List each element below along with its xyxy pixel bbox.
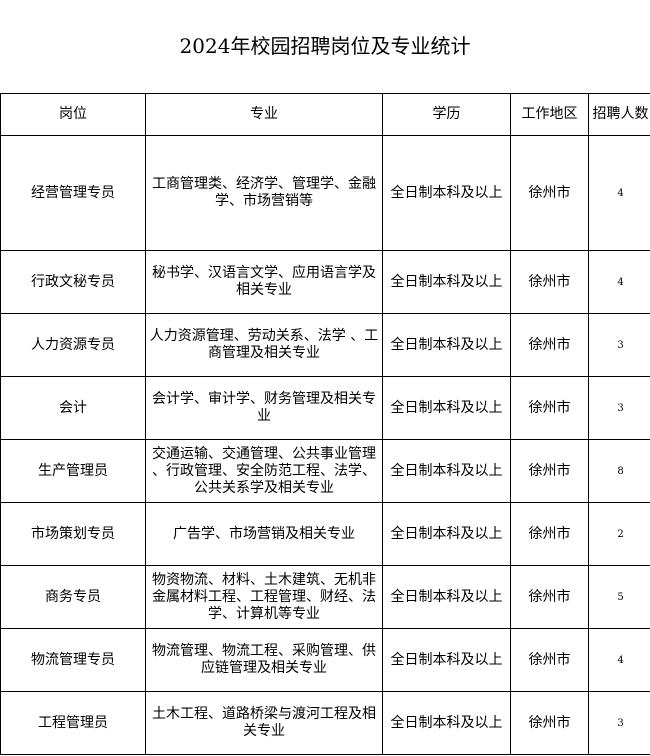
major-cell: 秘书学、汉语言文学、应用语言学及 相关专业 — [145, 250, 383, 314]
major-cell: 工商管理类、经济学、管理学、金融 学、市场营销等 — [145, 135, 383, 251]
location-cell: 徐州市 — [510, 628, 589, 692]
major-cell: 物资物流、材料、土木建筑、无机非 金属材料工程、工程管理、财经、法 学、计算机等… — [145, 565, 383, 629]
location-cell: 徐州市 — [510, 250, 589, 314]
count-cell: 3 — [588, 691, 650, 755]
position-cell: 行政文秘专员 — [0, 250, 146, 314]
education-cell: 全日制本科及以上 — [382, 250, 511, 314]
table-row: 工程管理员 土木工程、道路桥梁与渡河工程及相 关专业 全日制本科及以上 徐州市 3 — [0, 691, 650, 755]
table-row: 行政文秘专员 秘书学、汉语言文学、应用语言学及 相关专业 全日制本科及以上 徐州市 4 — [0, 250, 650, 314]
header-education: 学历 — [382, 93, 511, 136]
education-cell: 全日制本科及以上 — [382, 313, 511, 377]
position-cell: 工程管理员 — [0, 691, 146, 755]
position-cell: 人力资源专员 — [0, 313, 146, 377]
count-cell: 4 — [588, 135, 650, 251]
table-row: 商务专员 物资物流、材料、土木建筑、无机非 金属材料工程、工程管理、财经、法 学、… — [0, 565, 650, 629]
position-cell: 生产管理员 — [0, 439, 146, 503]
major-cell: 人力资源管理、劳动关系、法学 、工 商管理及相关专业 — [145, 313, 383, 377]
major-cell: 广告学、市场营销及相关专业 — [145, 502, 383, 566]
major-cell: 土木工程、道路桥梁与渡河工程及相 关专业 — [145, 691, 383, 755]
table-row: 物流管理专员 物流管理、物流工程、采购管理、供 应链管理及相关专业 全日制本科及以上… — [0, 628, 650, 692]
position-cell: 商务专员 — [0, 565, 146, 629]
table-row: 人力资源专员 人力资源管理、劳动关系、法学 、工 商管理及相关专业 全日制本科及以上… — [0, 313, 650, 377]
count-cell: 3 — [588, 376, 650, 440]
count-cell: 8 — [588, 439, 650, 503]
education-cell: 全日制本科及以上 — [382, 628, 511, 692]
location-cell: 徐州市 — [510, 439, 589, 503]
major-cell: 会计学、审计学、财务管理及相关专 业 — [145, 376, 383, 440]
page-title: 2024年校园招聘岗位及专业统计 — [179, 34, 471, 58]
major-cell: 交通运输、交通管理、公共事业管理 、行政管理、安全防范工程、法学、 公共关系学及… — [145, 439, 383, 503]
header-row: 岗位 专业 学历 工作地区 招聘人数 — [0, 93, 650, 136]
recruitment-table: 岗位 专业 学历 工作地区 招聘人数 经营管理专员 工商管理类、经济学、管理学、金… — [0, 93, 650, 755]
count-cell: 3 — [588, 313, 650, 377]
education-cell: 全日制本科及以上 — [382, 439, 511, 503]
position-cell: 物流管理专员 — [0, 628, 146, 692]
header-location: 工作地区 — [510, 93, 589, 136]
education-cell: 全日制本科及以上 — [382, 691, 511, 755]
position-cell: 市场策划专员 — [0, 502, 146, 566]
header-major: 专业 — [145, 93, 383, 136]
location-cell: 徐州市 — [510, 135, 589, 251]
location-cell: 徐州市 — [510, 502, 589, 566]
education-cell: 全日制本科及以上 — [382, 565, 511, 629]
count-cell: 4 — [588, 250, 650, 314]
table-row: 经营管理专员 工商管理类、经济学、管理学、金融 学、市场营销等 全日制本科及以上 徐州… — [0, 135, 650, 251]
position-cell: 会计 — [0, 376, 146, 440]
location-cell: 徐州市 — [510, 691, 589, 755]
count-cell: 4 — [588, 628, 650, 692]
header-count: 招聘人数 — [588, 93, 650, 136]
major-cell: 物流管理、物流工程、采购管理、供 应链管理及相关专业 — [145, 628, 383, 692]
education-cell: 全日制本科及以上 — [382, 376, 511, 440]
position-cell: 经营管理专员 — [0, 135, 146, 251]
table-row: 会计 会计学、审计学、财务管理及相关专 业全日制本科及以上 徐州市 3 — [0, 376, 650, 440]
location-cell: 徐州市 — [510, 313, 589, 377]
table-row: 生产管理员 交通运输、交通管理、公共事业管理 、行政管理、安全防范工程、法学、 公… — [0, 439, 650, 503]
location-cell: 徐州市 — [510, 565, 589, 629]
education-cell: 全日制本科及以上 — [382, 135, 511, 251]
table-row: 市场策划专员 广告学、市场营销及相关专业 全日制本科及以上 徐州市 2 — [0, 502, 650, 566]
header-position: 岗位 — [0, 93, 146, 136]
count-cell: 2 — [588, 502, 650, 566]
education-cell: 全日制本科及以上 — [382, 502, 511, 566]
location-cell: 徐州市 — [510, 376, 589, 440]
count-cell: 5 — [588, 565, 650, 629]
